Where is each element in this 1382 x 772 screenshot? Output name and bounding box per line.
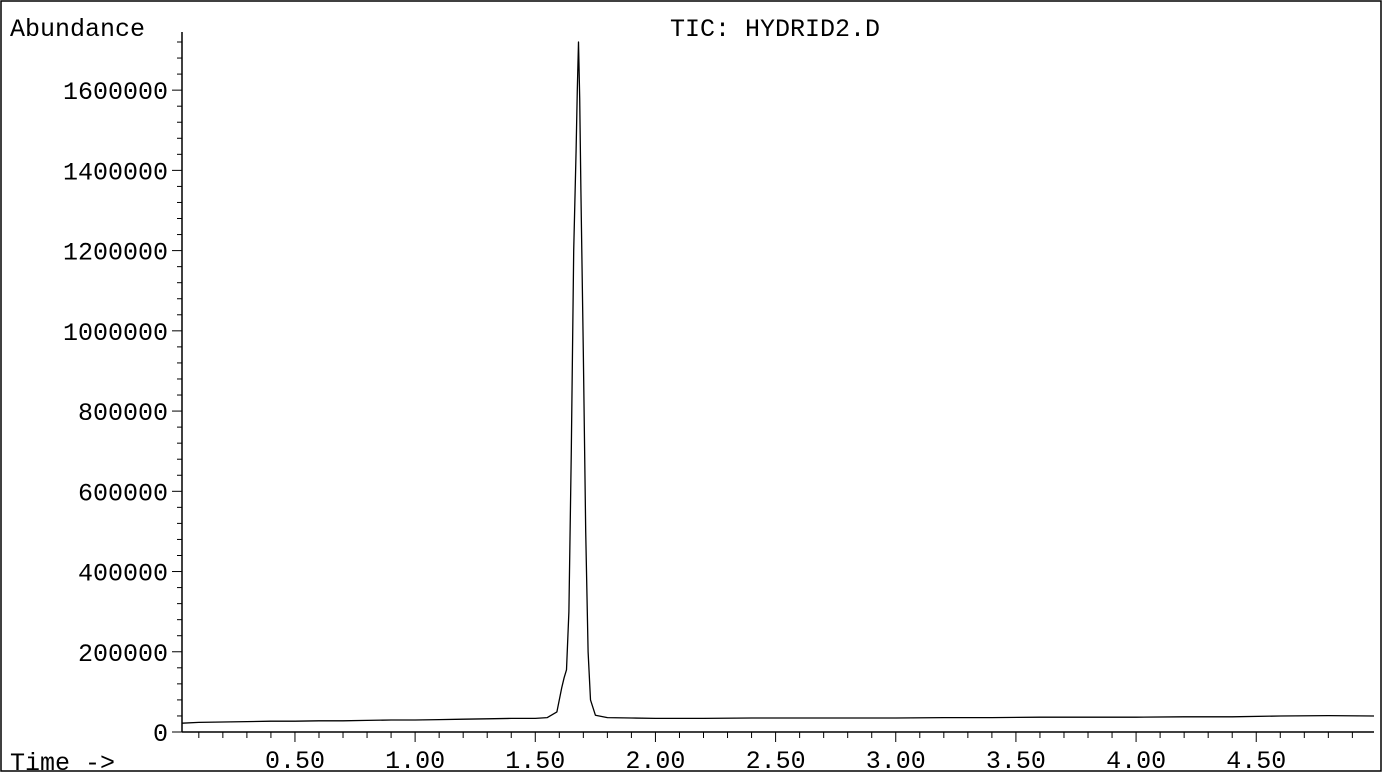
y-tick-label: 400000 <box>78 560 168 589</box>
x-tick-label: 1.50 <box>505 747 565 772</box>
x-tick-label: 0.50 <box>265 747 325 772</box>
y-tick-label: 800000 <box>78 399 168 428</box>
x-axis: 0.50 1.00 1.50 2.00 2.50 3.00 3.50 4.00 4.50 <box>182 731 1374 772</box>
x-axis-title: Time -> <box>10 749 115 772</box>
y-axis-title: Abundance <box>10 15 145 44</box>
x-tick-label: 1.00 <box>385 747 445 772</box>
x-tick-label: 2.50 <box>746 747 806 772</box>
y-tick-label: 1600000 <box>63 78 168 107</box>
chart-title: TIC: HYDRID2.D <box>670 15 880 44</box>
x-tick-label: 4.50 <box>1226 747 1286 772</box>
x-tick-label: 4.00 <box>1106 747 1166 772</box>
y-tick-label: 600000 <box>78 479 168 508</box>
x-tick-label: 3.50 <box>986 747 1046 772</box>
y-tick-label: 200000 <box>78 640 168 669</box>
y-tick-label: 1200000 <box>63 239 168 268</box>
y-tick-label: 1400000 <box>63 158 168 187</box>
y-axis: 0 200000 400000 600000 800000 1000000 1200000 1… <box>63 32 183 749</box>
x-tick-label: 3.00 <box>866 747 926 772</box>
y-tick-label: 1000000 <box>63 319 168 348</box>
tic-series-line <box>181 41 1375 724</box>
y-tick-label: 0 <box>153 720 168 749</box>
x-tick-label: 2.00 <box>625 747 685 772</box>
